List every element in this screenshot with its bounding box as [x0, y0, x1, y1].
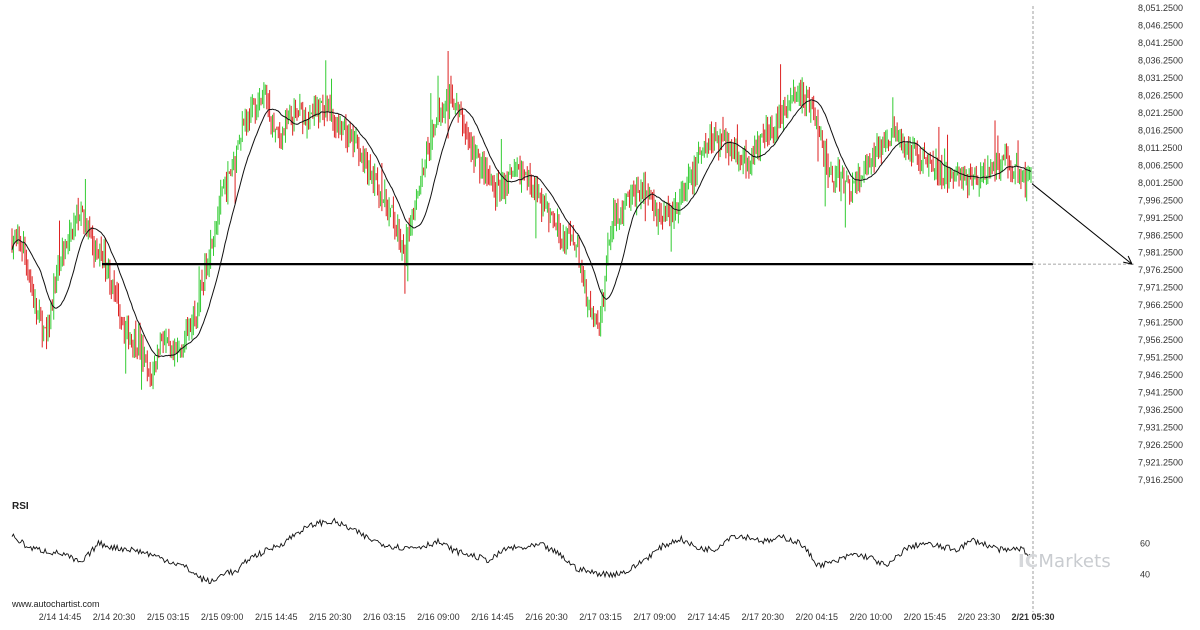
x-tick-label: 2/17 03:15 [579, 612, 622, 622]
x-tick-label: 2/17 09:00 [633, 612, 676, 622]
y-tick-label: 7,981.2500 [1138, 248, 1183, 258]
x-tick-label: 2/14 20:30 [93, 612, 136, 622]
y-tick-label: 7,971.2500 [1138, 283, 1183, 293]
rsi-title: RSI [12, 501, 29, 512]
y-tick-label: 7,961.2500 [1138, 318, 1183, 328]
x-tick-label: 2/15 09:00 [201, 612, 244, 622]
x-tick-label: 2/21 05:30 [1011, 612, 1054, 622]
y-tick-label: 7,951.2500 [1138, 353, 1183, 363]
y-tick-label: 7,936.2500 [1138, 405, 1183, 415]
y-tick-label: 8,046.2500 [1138, 20, 1183, 30]
x-tick-label: 2/20 23:30 [958, 612, 1001, 622]
x-tick-label: 2/17 14:45 [687, 612, 730, 622]
x-tick-label: 2/16 14:45 [471, 612, 514, 622]
y-tick-label: 7,931.2500 [1138, 423, 1183, 433]
rsi-line [11, 517, 1032, 585]
x-tick-label: 2/17 20:30 [741, 612, 784, 622]
y-tick-label: 7,976.2500 [1138, 265, 1183, 275]
y-tick-label: 8,016.2500 [1138, 125, 1183, 135]
y-tick-label: 7,926.2500 [1138, 440, 1183, 450]
y-tick-label: 7,966.2500 [1138, 300, 1183, 310]
y-tick-label: 7,956.2500 [1138, 335, 1183, 345]
y-tick-label: 7,946.2500 [1138, 370, 1183, 380]
x-axis: 2/14 14:45 2/14 20:30 2/15 03:15 2/15 09:00… [39, 612, 1055, 622]
y-tick-label: 8,041.2500 [1138, 38, 1183, 48]
rsi-panel: RSI 60 40 [11, 501, 1150, 585]
x-tick-label: 2/20 04:15 [796, 612, 839, 622]
y-tick-label: 8,021.2500 [1138, 108, 1183, 118]
y-axis: 8,051.2500 8,046.2500 8,041.2500 8,036.2500… [1138, 3, 1183, 485]
x-tick-label: 2/20 10:00 [850, 612, 893, 622]
y-tick-label: 8,036.2500 [1138, 55, 1183, 65]
y-tick-label: 8,011.2500 [1138, 143, 1182, 153]
x-tick-label: 2/20 15:45 [904, 612, 947, 622]
rsi-tick-label: 60 [1140, 538, 1150, 548]
y-tick-label: 7,996.2500 [1138, 195, 1183, 205]
y-tick-label: 7,991.2500 [1138, 213, 1183, 223]
x-tick-label: 2/14 14:45 [39, 612, 82, 622]
x-tick-label: 2/15 14:45 [255, 612, 298, 622]
y-tick-label: 7,916.2500 [1138, 475, 1183, 485]
watermark-text: www.autochartist.com [12, 599, 100, 609]
x-tick-label: 2/16 20:30 [525, 612, 568, 622]
x-tick-label: 2/15 20:30 [309, 612, 352, 622]
x-tick-label: 2/16 09:00 [417, 612, 460, 622]
y-tick-label: 8,026.2500 [1138, 90, 1183, 100]
y-tick-label: 8,031.2500 [1138, 73, 1183, 83]
forecast-arrow-head [1123, 255, 1133, 265]
y-tick-label: 8,006.2500 [1138, 160, 1183, 170]
price-panel [11, 6, 1134, 612]
y-tick-label: 7,986.2500 [1138, 230, 1183, 240]
rsi-tick-label: 40 [1140, 569, 1150, 579]
x-tick-label: 2/15 03:15 [147, 612, 190, 622]
y-tick-label: 7,921.2500 [1138, 458, 1183, 468]
forecast-arrow [1031, 183, 1133, 265]
y-tick-label: 7,941.2500 [1138, 388, 1183, 398]
x-tick-label: 2/16 03:15 [363, 612, 406, 622]
y-tick-label: 8,001.2500 [1138, 178, 1183, 188]
moving-average-line [11, 99, 1032, 358]
brand-logo: ICMarkets [1018, 551, 1111, 572]
y-tick-label: 8,051.2500 [1138, 3, 1183, 13]
